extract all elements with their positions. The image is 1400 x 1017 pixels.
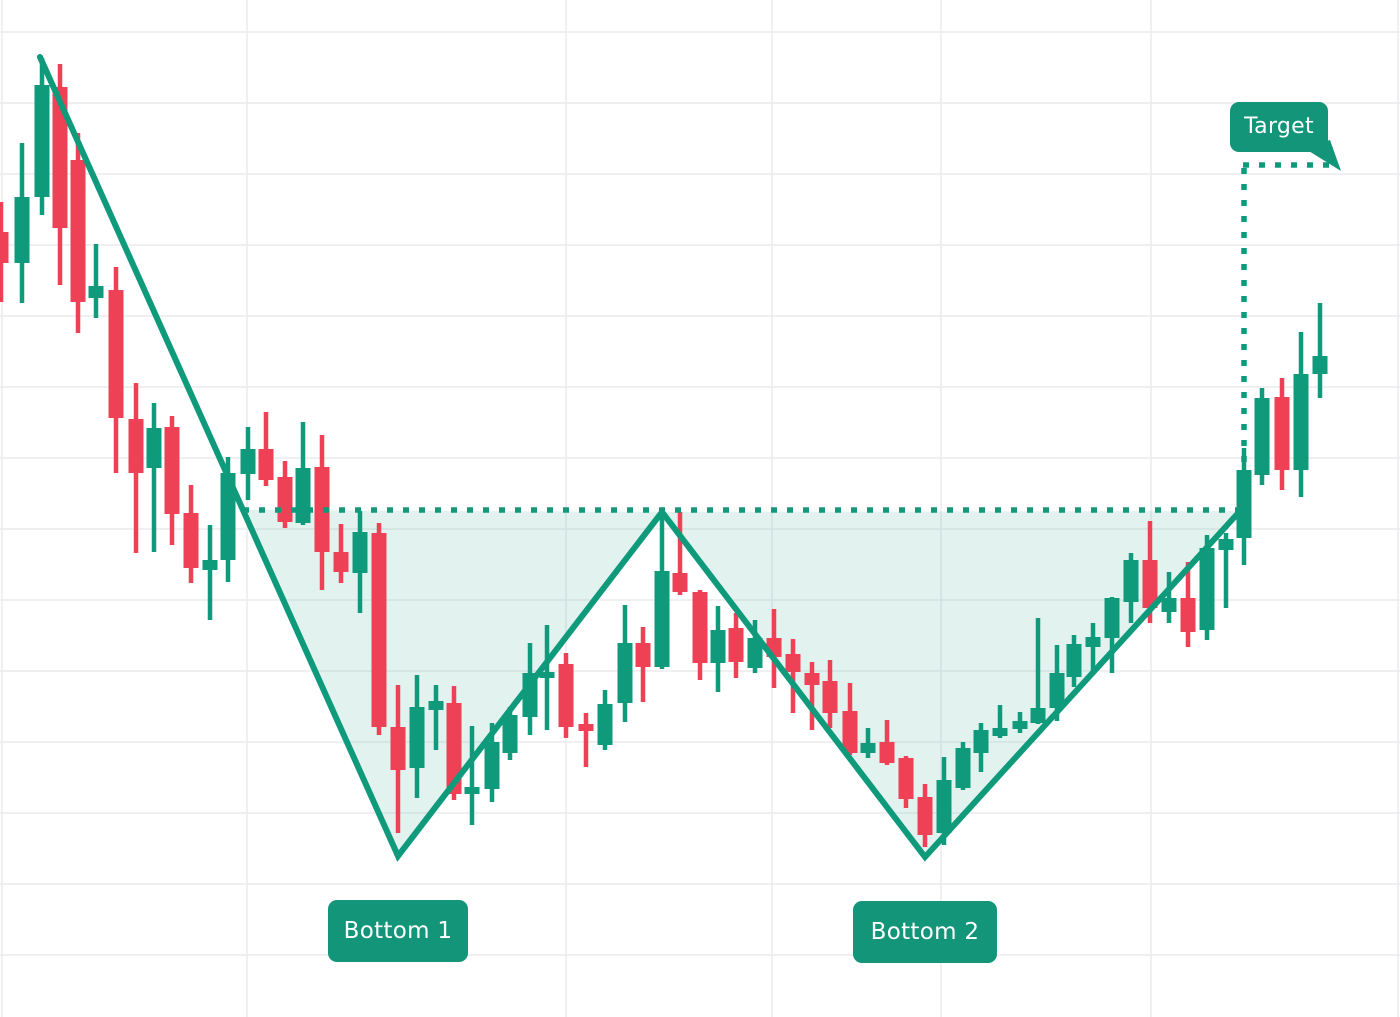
bottom1-label: Bottom 1 <box>328 900 468 962</box>
candle-body <box>1049 673 1065 708</box>
candle-body <box>1293 374 1309 470</box>
candle-body <box>333 552 349 572</box>
candle-body <box>1104 598 1120 638</box>
candle-body <box>352 532 368 573</box>
candle-body <box>371 533 387 727</box>
candle-body <box>34 85 50 197</box>
candle-body <box>14 197 30 263</box>
pattern-fill-triangle <box>662 511 1240 857</box>
candle-body <box>390 727 406 770</box>
candle-body <box>1142 560 1158 608</box>
candle-body <box>240 449 256 474</box>
candle-body <box>1066 644 1082 677</box>
candle-body <box>672 573 688 592</box>
candle-body <box>917 797 933 835</box>
candle-body <box>88 286 104 298</box>
candle-body <box>277 477 293 522</box>
candle-body <box>578 724 594 731</box>
candle-body <box>1274 397 1290 470</box>
candle-body <box>1085 637 1101 647</box>
candle-body <box>617 643 633 703</box>
candle-body <box>164 427 180 514</box>
candle-body <box>879 742 895 763</box>
bottom2-label-text: Bottom 2 <box>870 918 980 945</box>
candle-body <box>502 715 518 753</box>
candle-body <box>70 160 86 302</box>
candle-body <box>409 707 425 768</box>
candle-body <box>955 748 971 788</box>
pattern-trendline <box>37 54 1243 862</box>
candle-body <box>1123 560 1139 602</box>
candle-body <box>804 673 820 685</box>
candle-body <box>220 473 236 560</box>
candle-body <box>446 703 462 794</box>
candle-body <box>146 428 162 468</box>
candle-body <box>464 787 480 794</box>
candle-body <box>860 743 876 753</box>
candle-body <box>597 704 613 745</box>
candle-body <box>428 701 444 710</box>
candle-body <box>654 571 670 667</box>
candle-body <box>314 467 330 552</box>
bottom1-label-text: Bottom 1 <box>343 917 453 944</box>
candle-body <box>0 232 9 263</box>
candle-body <box>1312 356 1328 374</box>
pattern-fill-triangle <box>243 510 662 856</box>
candle-body <box>1180 598 1196 632</box>
bottom2-label: Bottom 2 <box>853 901 997 963</box>
candle-body <box>258 449 274 480</box>
candle-body <box>692 592 708 663</box>
candle-body <box>183 513 199 568</box>
candle-body <box>128 419 144 473</box>
candle-body <box>842 711 858 753</box>
candle-body <box>973 730 989 753</box>
candle-body <box>484 742 500 789</box>
candle-body <box>558 664 574 727</box>
target-label: Target <box>1230 102 1328 152</box>
candle-body <box>635 643 651 667</box>
candle-body <box>936 780 952 833</box>
candle-body <box>728 628 744 662</box>
candle-body <box>1199 548 1215 630</box>
candle-body <box>822 681 838 713</box>
candle-body <box>710 630 726 663</box>
candle-body <box>539 672 555 678</box>
candle-body <box>992 728 1008 736</box>
candle-body <box>52 87 68 228</box>
target-label-text: Target <box>1244 114 1314 139</box>
candle-body <box>785 654 801 672</box>
candle-body <box>1030 708 1046 723</box>
candle-body <box>1161 598 1177 612</box>
candle-body <box>747 638 763 668</box>
candle-body <box>1254 398 1270 475</box>
candle-body <box>1012 721 1028 729</box>
candle-body <box>202 560 218 570</box>
candle-body <box>898 758 914 799</box>
candle-body <box>108 290 124 418</box>
candle-body <box>1218 539 1234 550</box>
candle-body <box>295 468 311 523</box>
